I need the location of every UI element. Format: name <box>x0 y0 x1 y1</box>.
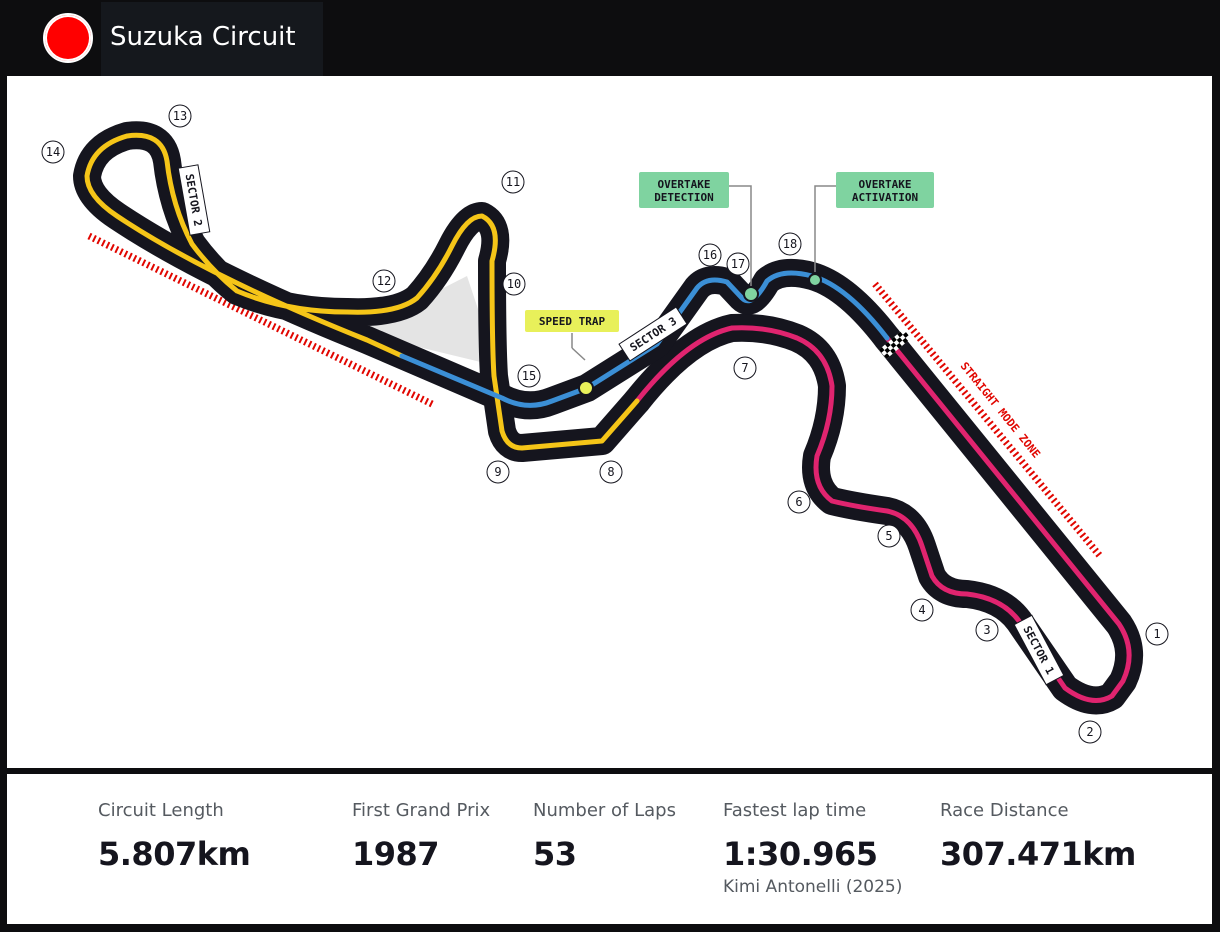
svg-text:1: 1 <box>1153 627 1160 641</box>
svg-text:15: 15 <box>522 369 536 383</box>
start-finish-line <box>878 329 912 359</box>
stat-value: 1987 <box>352 835 440 873</box>
turn-14: 14 <box>41 140 65 164</box>
sector1-line <box>634 325 1132 703</box>
title-box <box>101 2 323 76</box>
turn-11: 11 <box>501 170 525 194</box>
stat-first-grand-prix: First Grand Prix 1987 <box>352 800 490 873</box>
turn-1: 1 <box>1145 622 1169 646</box>
turn-17: 17 <box>726 252 750 276</box>
overtake-detection-text: OVERTAKE <box>658 178 711 191</box>
turn-10: 10 <box>502 272 526 296</box>
svg-text:10: 10 <box>507 277 521 291</box>
turn-15: 15 <box>517 364 541 388</box>
overtake-activation-marker <box>808 273 822 287</box>
circuit-stats-panel: Circuit Length 5.807km First Grand Prix … <box>7 774 1212 924</box>
turn-18: 18 <box>778 232 802 256</box>
turn-7: 7 <box>733 356 757 380</box>
turn-9: 9 <box>486 460 510 484</box>
svg-text:17: 17 <box>731 257 745 271</box>
overtake-activation-badge <box>836 172 934 208</box>
svg-text:2: 2 <box>1086 725 1093 739</box>
svg-text:12: 12 <box>377 274 391 288</box>
straight-mode-zone-right <box>872 281 1103 559</box>
infield-area <box>357 276 497 366</box>
overtake-detection-badge <box>639 172 729 208</box>
stat-label: Race Distance <box>940 800 1069 821</box>
stat-fastest-lap: Fastest lap time 1:30.965 Kimi Antonelli… <box>723 800 902 897</box>
svg-text:4: 4 <box>918 603 925 617</box>
overtake-activation-text-2: ACTIVATION <box>852 191 918 204</box>
sector2-label: SECTOR 2 <box>177 164 211 236</box>
track-outline <box>73 121 1143 715</box>
stat-label: Fastest lap time <box>723 800 867 821</box>
fastest-lap-holder: Kimi Antonelli (2025) <box>723 877 903 897</box>
svg-text:8: 8 <box>607 465 614 479</box>
turn-16: 16 <box>698 243 722 267</box>
overtake-detection-marker <box>743 286 759 302</box>
stat-value: 1:30.965 <box>723 835 878 873</box>
svg-text:6: 6 <box>795 495 802 509</box>
svg-text:5: 5 <box>885 529 892 543</box>
header-bar: Suzuka Circuit <box>0 0 1220 76</box>
svg-text:18: 18 <box>783 237 797 251</box>
turn-5: 5 <box>877 524 901 548</box>
stat-number-of-laps: Number of Laps 53 <box>533 800 676 873</box>
stat-value: 53 <box>533 835 577 873</box>
stat-label: Number of Laps <box>533 800 676 821</box>
turn-8: 8 <box>599 460 623 484</box>
speed-trap-marker <box>578 380 594 396</box>
turn-3: 3 <box>975 618 999 642</box>
stat-race-distance: Race Distance 307.471km <box>940 800 1136 873</box>
turn-2: 2 <box>1078 720 1102 744</box>
svg-text:3: 3 <box>983 623 990 637</box>
stat-label: First Grand Prix <box>352 800 491 821</box>
speed-trap-text: SPEED TRAP <box>539 315 606 328</box>
circuit-map-panel: STRAIGHT MODE ZONE SECTOR 2 <box>7 76 1212 768</box>
straight-mode-zone-left <box>87 232 436 409</box>
page-title: Suzuka Circuit <box>110 22 296 52</box>
stat-value: 307.471km <box>940 835 1136 873</box>
turn-13: 13 <box>168 104 192 128</box>
stat-value: 5.807km <box>98 835 251 873</box>
turn-12: 12 <box>372 269 396 293</box>
speed-trap-badge <box>525 310 619 332</box>
svg-text:13: 13 <box>173 109 187 123</box>
svg-text:7: 7 <box>741 361 748 375</box>
overtake-detection-text-2: DETECTION <box>654 191 714 204</box>
circuit-map: STRAIGHT MODE ZONE SECTOR 2 <box>41 104 1169 744</box>
turn-6: 6 <box>787 490 811 514</box>
svg-text:11: 11 <box>506 175 520 189</box>
turn-4: 4 <box>910 598 934 622</box>
sector2-line <box>84 132 640 451</box>
svg-text:9: 9 <box>494 465 501 479</box>
stat-label: Circuit Length <box>98 800 224 821</box>
overtake-activation-text: OVERTAKE <box>859 178 912 191</box>
stat-circuit-length: Circuit Length 5.807km <box>98 800 251 873</box>
svg-text:16: 16 <box>703 248 717 262</box>
red-circle-logo-icon <box>43 13 93 63</box>
svg-text:14: 14 <box>46 145 60 159</box>
